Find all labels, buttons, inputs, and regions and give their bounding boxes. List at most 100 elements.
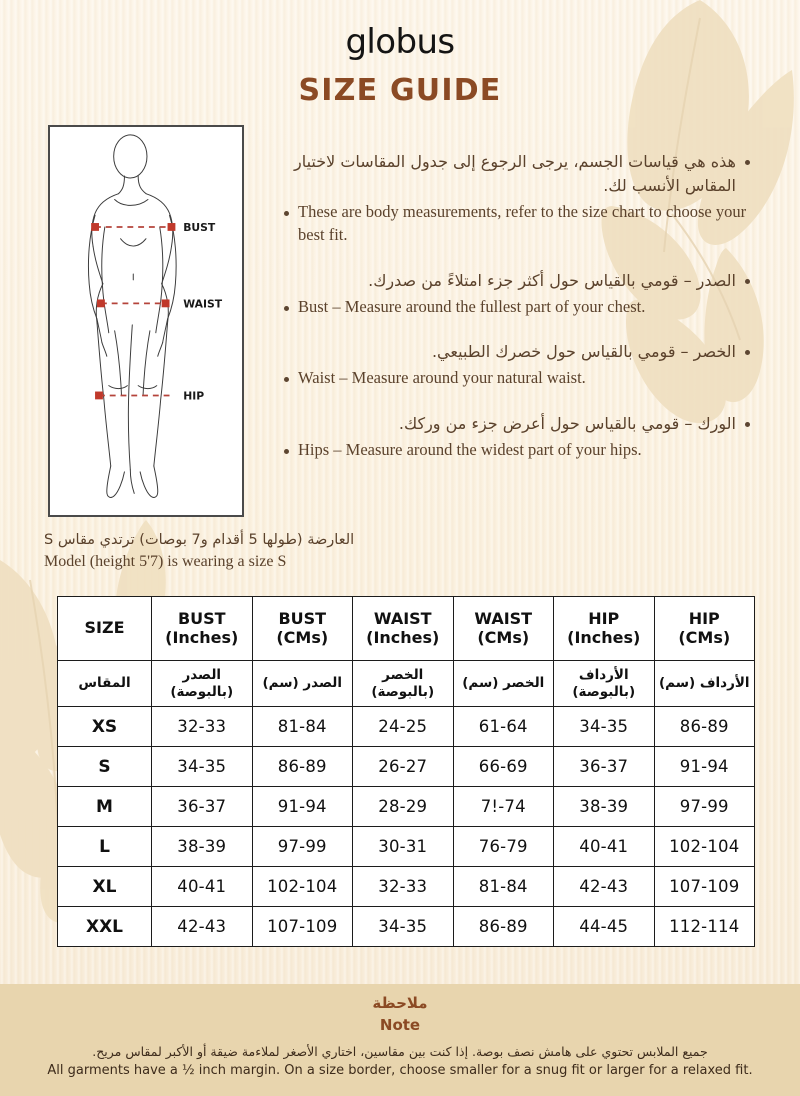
instruction-group-hips: الورك – قومي بالقياس حول أعرض جزء من ورك… (284, 412, 750, 462)
header-line2: (Inches) (366, 627, 440, 647)
size-chart-table: SIZE BUST (Inches) BUST (CMs) WAIST (Inc… (57, 596, 755, 947)
column-header-waist-cms-ar: الخصر (سم) (452, 660, 554, 707)
cell-hip-cms: 86-89 (653, 706, 755, 747)
cell-waist-cms: 7!-74 (452, 786, 554, 827)
header-line2: (Inches) (567, 627, 641, 647)
cell-hip-inches: 42-43 (553, 866, 655, 907)
column-header-size: SIZE (57, 596, 152, 661)
header-line1: BUST (177, 608, 226, 628)
female-body-illustration: BUST WAIST HIP (87, 134, 223, 498)
header-line1: WAIST (373, 608, 432, 628)
cell-hip-cms: 91-94 (653, 746, 755, 787)
header-line1: HIP (588, 608, 620, 628)
bullet-dot-icon (745, 422, 750, 428)
column-header-waist-cms: WAIST (CMs) (452, 596, 554, 661)
instruction-general-ar: هذه هي قياسات الجسم، يرجى الرجوع إلى جدو… (293, 152, 736, 195)
note-footer-band: ملاحظة Note جميع الملابس تحتوي على هامش … (0, 984, 800, 1096)
cell-waist-cms: 86-89 (452, 906, 554, 947)
column-header-hip-cms-ar: الأرداف (سم) (653, 660, 755, 707)
waist-label: WAIST (183, 297, 222, 310)
bullet-row-en: Hips – Measure around the widest part of… (284, 439, 750, 462)
table-row: M 36-37 91-94 28-29 7!-74 38-39 97-99 (57, 786, 755, 827)
cell-waist-inches: 30-31 (352, 826, 454, 867)
column-header-bust-cms: BUST (CMs) (251, 596, 353, 661)
cell-waist-inches: 24-25 (352, 706, 454, 747)
bullet-row-ar: الخصر – قومي بالقياس حول خصرك الطبيعي. (284, 340, 750, 364)
table-row: XL 40-41 102-104 32-33 81-84 42-43 107-1… (57, 866, 755, 907)
note-body-ar: جميع الملابس تحتوي على هامش نصف بوصة. إذ… (92, 1044, 708, 1060)
header-line2: (CMs) (276, 627, 329, 647)
instructions-list: هذه هي قياسات الجسم، يرجى الرجوع إلى جدو… (284, 150, 750, 465)
column-header-bust-inches-ar: الصدر (بالبوصة) (151, 660, 253, 707)
header-line1: HIP (688, 608, 720, 628)
hip-measure-line (95, 391, 170, 400)
table-row: XS 32-33 81-84 24-25 61-64 34-35 86-89 (57, 706, 755, 747)
table-row: L 38-39 97-99 30-31 76-79 40-41 102-104 (57, 826, 755, 867)
column-header-waist-inches-ar: الخصر (بالبوصة) (352, 660, 454, 707)
cell-bust-inches: 40-41 (151, 866, 253, 907)
instruction-general-en: These are body measurements, refer to th… (298, 202, 747, 244)
cell-bust-inches: 36-37 (151, 786, 253, 827)
note-body-en: All garments have a ½ inch margin. On a … (47, 1063, 753, 1079)
header-line2: (CMs) (678, 627, 731, 647)
cell-hip-inches: 44-45 (553, 906, 655, 947)
column-header-size-line1: SIZE (84, 618, 125, 638)
cell-size: XL (57, 866, 152, 907)
bullet-dot-icon (745, 278, 750, 284)
cell-hip-cms: 97-99 (653, 786, 755, 827)
note-title-en: Note (379, 1016, 421, 1035)
column-header-hip-inches: HIP (Inches) (553, 596, 655, 661)
cell-waist-inches: 32-33 (352, 866, 454, 907)
bullet-row-en: Bust – Measure around the fullest part o… (284, 296, 750, 319)
bullet-dot-icon (745, 350, 750, 356)
cell-bust-inches: 34-35 (151, 746, 253, 787)
instruction-group-waist: الخصر – قومي بالقياس حول خصرك الطبيعي. W… (284, 340, 750, 390)
table-row: XXL 42-43 107-109 34-35 86-89 44-45 112-… (57, 906, 755, 947)
cell-hip-cms: 102-104 (653, 826, 755, 867)
header-line1: WAIST (474, 608, 533, 628)
cell-waist-cms: 66-69 (452, 746, 554, 787)
column-header-waist-inches: WAIST (Inches) (352, 596, 454, 661)
cell-hip-inches: 40-41 (553, 826, 655, 867)
instruction-hips-en: Hips – Measure around the widest part of… (298, 440, 642, 460)
cell-hip-cms: 107-109 (653, 866, 755, 907)
header-line1: BUST (278, 608, 327, 628)
instruction-hips-ar: الورك – قومي بالقياس حول أعرض جزء من ورك… (398, 414, 736, 434)
column-header-bust-inches: BUST (Inches) (151, 596, 253, 661)
cell-size: XXL (57, 906, 152, 947)
bullet-dot-icon (284, 211, 289, 216)
cell-hip-cms: 112-114 (653, 906, 755, 947)
table-row: S 34-35 86-89 26-27 66-69 36-37 91-94 (57, 746, 755, 787)
cell-waist-inches: 34-35 (352, 906, 454, 947)
cell-hip-inches: 38-39 (553, 786, 655, 827)
bust-measure-line (91, 223, 176, 231)
instruction-bust-en: Bust – Measure around the fullest part o… (298, 296, 646, 316)
brand-logo: globus (345, 22, 455, 62)
cell-waist-inches: 26-27 (352, 746, 454, 787)
note-title-ar: ملاحظة (372, 994, 428, 1012)
column-header-size-ar: المقاس (57, 660, 152, 707)
cell-bust-cms: 107-109 (251, 906, 353, 947)
bullet-row-ar: الورك – قومي بالقياس حول أعرض جزء من ورك… (284, 412, 750, 436)
bullet-dot-icon (284, 305, 289, 311)
table-header-row-ar: المقاس الصدر (بالبوصة) الصدر (سم) الخصر … (57, 660, 755, 707)
cell-size: M (57, 786, 152, 827)
cell-size: S (57, 746, 152, 787)
instruction-waist-ar: الخصر – قومي بالقياس حول خصرك الطبيعي. (431, 342, 736, 362)
model-caption-en: Model (height 5'7) is wearing a size S (44, 553, 287, 571)
cell-bust-cms: 91-94 (251, 786, 353, 827)
cell-bust-inches: 42-43 (151, 906, 253, 947)
cell-bust-cms: 81-84 (251, 706, 353, 747)
page-header: globus SIZE GUIDE (0, 22, 800, 108)
cell-size: XS (57, 706, 152, 747)
bullet-row-ar: الصدر – قومي بالقياس حول أكثر جزء امتلاء… (284, 269, 750, 293)
model-caption-ar: العارضة (طولها 5 أقدام و7 بوصات) ترتدي م… (44, 532, 355, 548)
model-caption: العارضة (طولها 5 أقدام و7 بوصات) ترتدي م… (44, 530, 544, 573)
cell-hip-inches: 34-35 (553, 706, 655, 747)
instruction-bust-ar: الصدر – قومي بالقياس حول أكثر جزء امتلاء… (368, 270, 736, 290)
cell-bust-cms: 102-104 (251, 866, 353, 907)
column-header-hip-inches-ar: الأرداف (بالبوصة) (553, 660, 655, 707)
bullet-row-en: Waist – Measure around your natural wais… (284, 367, 750, 390)
body-measurement-figure: BUST WAIST HIP (48, 125, 244, 517)
